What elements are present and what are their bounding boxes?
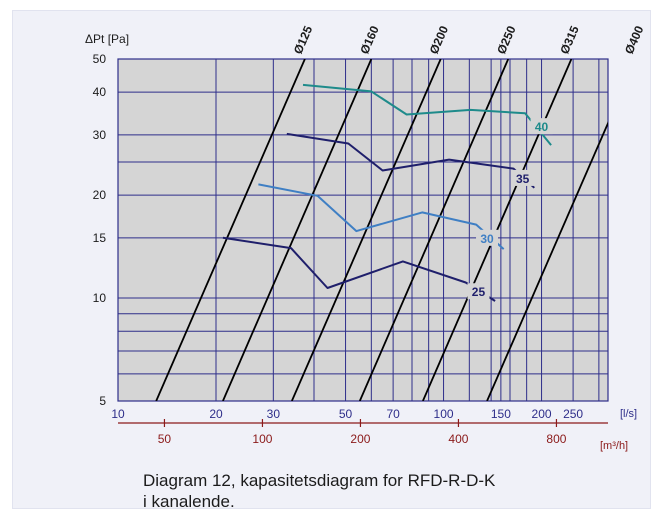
- diameter-line: [222, 59, 373, 401]
- series-line-40: [302, 83, 552, 146]
- x-tick-label: 200: [532, 407, 552, 421]
- series-label-30: 30: [480, 232, 494, 246]
- x-tick-label: 70: [386, 407, 400, 421]
- y-axis-label: ΔPt [Pa]: [85, 32, 129, 46]
- diameter-label: Ø400: [622, 23, 647, 56]
- series-label-bg: [476, 229, 499, 246]
- diameter-label: Ø200: [427, 23, 452, 56]
- x-axis-label: [l/s]: [620, 408, 637, 420]
- x-tick-label: 100: [434, 407, 454, 421]
- y-tick-label: 10: [93, 291, 107, 305]
- secondary-tick-label: 400: [448, 432, 468, 446]
- diagram-caption: Diagram 12, kapasitetsdiagram for RFD-R-…: [143, 470, 563, 512]
- diameter-label: Ø250: [494, 23, 519, 56]
- y-tick-label: 40: [93, 85, 107, 99]
- caption-line-2: i kanalende.: [143, 492, 235, 511]
- x-tick-label: 250: [563, 407, 583, 421]
- capacity-chart: 5 10 15 20 30 40 50 ΔPt [Pa] 10 20 30 50 70 100 150 200…: [85, 23, 647, 452]
- secondary-axis-label: [m³/h]: [600, 440, 628, 452]
- y-tick-label: 5: [99, 394, 106, 408]
- secondary-tick-label: 50: [158, 432, 172, 446]
- plot-frame: [117, 58, 609, 402]
- x-tick-label: 20: [209, 407, 223, 421]
- series-label-bg: [467, 283, 490, 300]
- diameter-label: Ø125: [291, 23, 316, 56]
- diameter-line: [358, 59, 510, 401]
- diameter-line: [486, 120, 608, 401]
- diameter-label: Ø160: [357, 23, 382, 56]
- y-tick-label: 30: [93, 128, 107, 142]
- series-line-30: [258, 183, 505, 250]
- y-tick-label: 15: [93, 231, 107, 245]
- y-tick-label: 50: [93, 52, 107, 66]
- secondary-tick-label: 800: [546, 432, 566, 446]
- y-tick-label: 20: [93, 188, 107, 202]
- series-label-40: 40: [535, 120, 549, 134]
- series-label-bg: [511, 169, 534, 186]
- secondary-tick-label: 200: [350, 432, 370, 446]
- x-tick-label: 30: [267, 407, 281, 421]
- x-tick-label: 10: [111, 407, 125, 421]
- x-tick-label: 150: [491, 407, 511, 421]
- series-label-bg: [530, 118, 553, 135]
- series-label-25: 25: [472, 285, 486, 299]
- caption-line-1: Diagram 12, kapasitetsdiagram for RFD-R-…: [143, 471, 496, 490]
- diameter-line: [155, 59, 306, 401]
- diagram-panel: 5 10 15 20 30 40 50 ΔPt [Pa] 10 20 30 50 70 100 150 200…: [12, 10, 651, 512]
- secondary-tick-label: 100: [252, 432, 272, 446]
- diameter-label: Ø315: [557, 23, 582, 56]
- diameter-line: [291, 59, 442, 401]
- x-tick-label: 50: [339, 407, 353, 421]
- series-label-35: 35: [516, 172, 530, 186]
